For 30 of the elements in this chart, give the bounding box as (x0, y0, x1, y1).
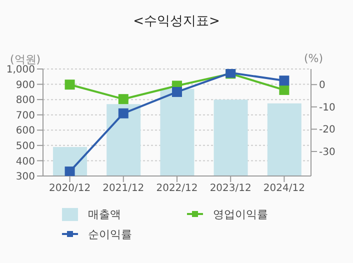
x-tick-label: 2021/12 (102, 183, 144, 194)
y-tick-label: 300 (16, 172, 35, 183)
y-tick-label: 1,000 (6, 64, 35, 76)
y-tick-label: 800 (16, 95, 35, 106)
legend-label: 매출액 (88, 206, 121, 222)
y-tick-label: 500 (16, 140, 35, 152)
y2-tick-label: -10 (319, 102, 336, 114)
y2-tick-label: -20 (319, 124, 336, 136)
point (279, 76, 290, 86)
point (64, 80, 75, 90)
y-tick-label: 900 (16, 80, 35, 91)
point (172, 86, 182, 97)
x-tick-label: 2023/12 (210, 183, 252, 194)
x-tick-label: 2020/12 (49, 183, 91, 194)
x-tick-label: 2024/12 (263, 183, 305, 194)
point (64, 166, 75, 176)
point (118, 108, 128, 118)
y-tick-label: 700 (16, 110, 35, 122)
legend-label: 순이익률 (88, 226, 132, 242)
point (279, 84, 290, 95)
y-tick-label: 400 (16, 156, 35, 168)
y2-tick-label: -30 (319, 147, 336, 158)
y-tick-label: 600 (16, 126, 35, 137)
y-axis-title: (억원) (10, 52, 41, 66)
x-tick-label: 2022/12 (156, 183, 198, 194)
chart-title: <수익성지표> (132, 13, 221, 30)
legend-label: 영업이익률 (213, 206, 268, 222)
y2-tick-label: 0 (319, 80, 326, 92)
y2-axis-title: (%) (304, 52, 324, 65)
point (118, 94, 128, 104)
